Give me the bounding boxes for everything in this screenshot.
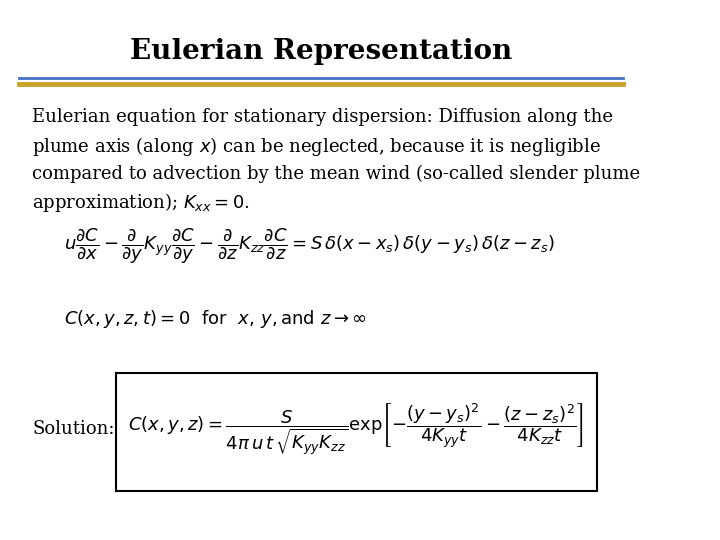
Text: $u\dfrac{\partial C}{\partial x} - \dfrac{\partial}{\partial y}K_{yy}\dfrac{\par: $u\dfrac{\partial C}{\partial x} - \dfra…	[64, 226, 555, 266]
FancyBboxPatch shape	[115, 373, 597, 491]
Text: $C(x,y,z,t)=0\ \ \mathrm{for}\ \ x,\,y,\mathrm{and}\ z\rightarrow\infty$: $C(x,y,z,t)=0\ \ \mathrm{for}\ \ x,\,y,\…	[64, 308, 367, 329]
Text: Eulerian Representation: Eulerian Representation	[130, 38, 512, 65]
Text: Eulerian equation for stationary dispersion: Diffusion along the
plume axis (alo: Eulerian equation for stationary dispers…	[32, 108, 640, 214]
Text: $C(x,y,z) = \dfrac{S}{4\pi\, u\, t\,\sqrt{K_{yy}K_{zz}}} \exp\!\left[-\dfrac{(y-: $C(x,y,z) = \dfrac{S}{4\pi\, u\, t\,\sqr…	[128, 401, 584, 457]
Text: Solution:: Solution:	[32, 420, 114, 438]
